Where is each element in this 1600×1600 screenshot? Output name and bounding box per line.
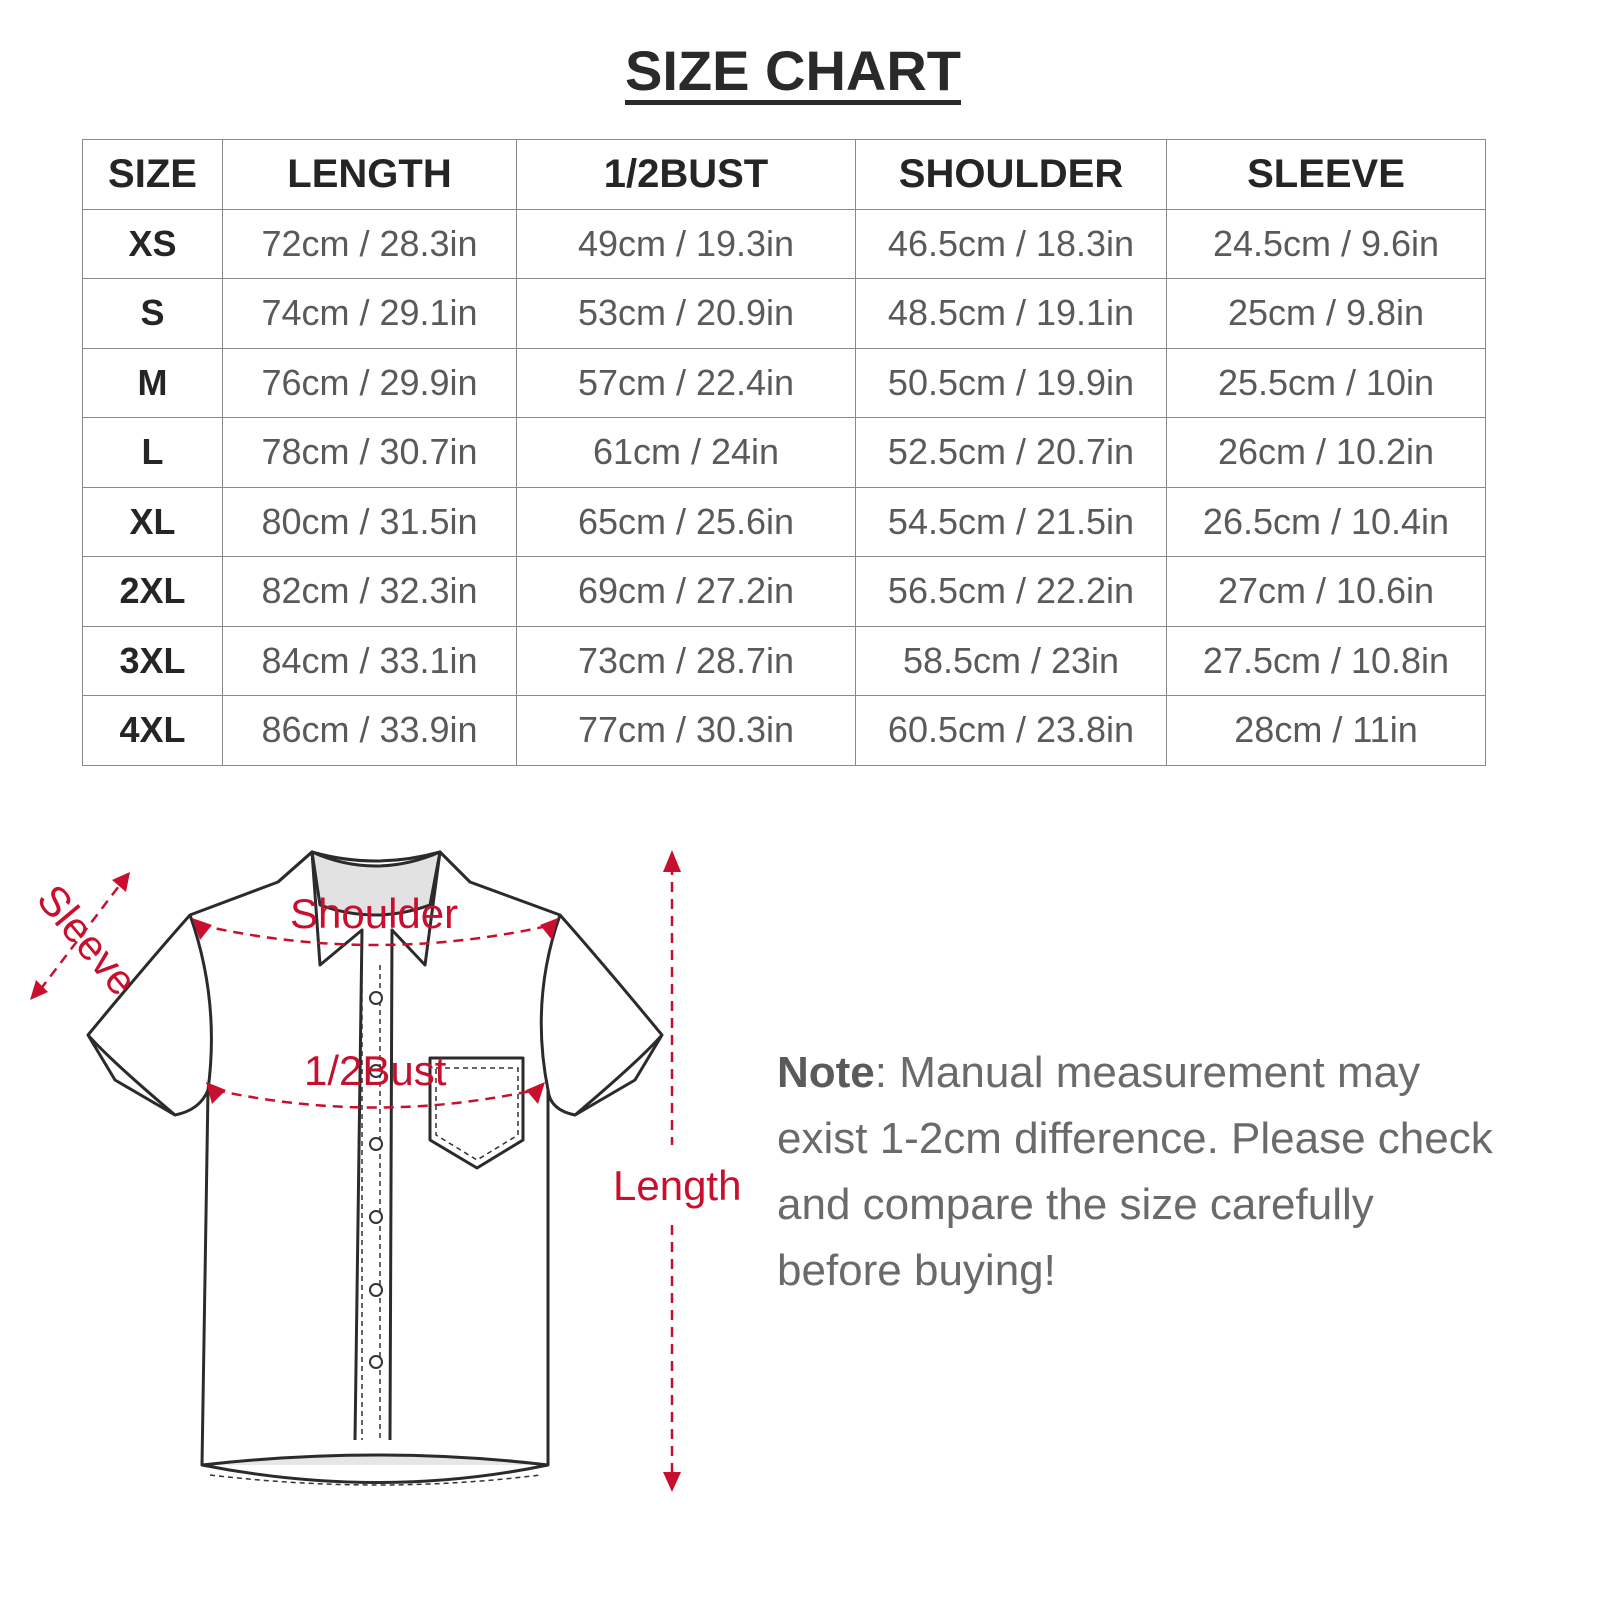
cell-shoulder: 52.5cm / 20.7in [855,417,1167,488]
sleeve-measure-line [39,881,123,991]
header-bust: 1/2BUST [516,139,856,210]
cell-length: 82cm / 32.3in [222,556,517,627]
cell-size: M [82,347,223,418]
sleeve-label: Sleeve [28,876,147,1005]
shoulder-label: Shoulder [290,890,458,937]
header-shoulder: SHOULDER [855,139,1167,210]
cell-sleeve: 26cm / 10.2in [1166,417,1486,488]
cell-size: S [82,278,223,349]
cell-bust: 65cm / 25.6in [516,486,856,557]
cell-shoulder: 48.5cm / 19.1in [855,278,1167,349]
cell-size: 2XL [82,556,223,627]
shirt-pocket [428,1056,525,1170]
cell-size: XL [82,486,223,557]
cell-length: 74cm / 29.1in [222,278,517,349]
header-sleeve: SLEEVE [1166,139,1486,210]
length-label: Length [613,1162,741,1209]
cell-size: L [82,417,223,488]
cell-bust: 53cm / 20.9in [516,278,856,349]
arrow-down-icon [663,1472,681,1492]
table-row: M 76cm / 29.9in 57cm / 22.4in 50.5cm / 19.9… [82,347,1486,418]
table-row: 2XL 82cm / 32.3in 69cm / 27.2in 56.5cm / 22… [82,556,1486,627]
bust-label: 1/2Bust [304,1047,447,1094]
cell-length: 80cm / 31.5in [222,486,517,557]
cell-length: 86cm / 33.9in [222,695,517,766]
table-header-row: SIZE LENGTH 1/2BUST SHOULDER SLEEVE [82,139,1486,210]
table-row: XL 80cm / 31.5in 65cm / 25.6in 54.5cm / 21.… [82,486,1486,557]
table-row: 3XL 84cm / 33.1in 73cm / 28.7in 58.5cm / 23… [82,625,1486,696]
header-size: SIZE [82,139,223,210]
cell-bust: 77cm / 30.3in [516,695,856,766]
cell-shoulder: 50.5cm / 19.9in [855,347,1167,418]
cell-shoulder: 56.5cm / 22.2in [855,556,1167,627]
table-row: S 74cm / 29.1in 53cm / 20.9in 48.5cm / 19.1… [82,278,1486,349]
arrow-up-icon [663,850,681,872]
cell-length: 76cm / 29.9in [222,347,517,418]
cell-sleeve: 24.5cm / 9.6in [1166,208,1486,279]
cell-size: 4XL [82,695,223,766]
table-row: 4XL 86cm / 33.9in 77cm / 30.3in 60.5cm / 23… [82,695,1486,766]
note-body: : Manual measurement may exist 1-2cm dif… [777,1048,1493,1295]
cell-shoulder: 46.5cm / 18.3in [855,208,1167,279]
cell-size: XS [82,208,223,279]
cell-shoulder: 58.5cm / 23in [855,625,1167,696]
shirt-collar [277,850,472,1441]
bust-measure-line [214,1088,536,1109]
cell-sleeve: 25.5cm / 10in [1166,347,1486,418]
size-table: SIZE LENGTH 1/2BUST SHOULDER SLEEVE XS 72… [82,139,1486,766]
table-row: XS 72cm / 28.3in 49cm / 19.3in 46.5cm / 18.… [82,208,1486,279]
cell-bust: 49cm / 19.3in [516,208,856,279]
header-length: LENGTH [222,139,517,210]
cell-bust: 57cm / 22.4in [516,347,856,418]
arrow-icons [30,850,681,1492]
shoulder-measure-line [199,923,553,947]
cell-sleeve: 25cm / 9.8in [1166,278,1486,349]
cell-shoulder: 60.5cm / 23.8in [855,695,1167,766]
table-row: L 78cm / 30.7in 61cm / 24in 52.5cm / 20.7in… [82,417,1486,488]
cell-sleeve: 27cm / 10.6in [1166,556,1486,627]
cell-length: 78cm / 30.7in [222,417,517,488]
note-label: Note [777,1048,875,1097]
cell-sleeve: 28cm / 11in [1166,695,1486,766]
note-text: Note: Manual measurement may exist 1-2cm… [777,1040,1497,1304]
cell-shoulder: 54.5cm / 21.5in [855,486,1167,557]
cell-bust: 73cm / 28.7in [516,625,856,696]
cell-length: 72cm / 28.3in [222,208,517,279]
cell-sleeve: 27.5cm / 10.8in [1166,625,1486,696]
cell-bust: 69cm / 27.2in [516,556,856,627]
cell-sleeve: 26.5cm / 10.4in [1166,486,1486,557]
cell-size: 3XL [82,625,223,696]
page-title: SIZE CHART [0,38,1586,105]
cell-bust: 61cm / 24in [516,417,856,488]
shirt-body [86,850,664,1484]
shirt-diagram: Shoulder 1/2Bust Length Sleeve [28,850,741,1492]
cell-length: 84cm / 33.1in [222,625,517,696]
